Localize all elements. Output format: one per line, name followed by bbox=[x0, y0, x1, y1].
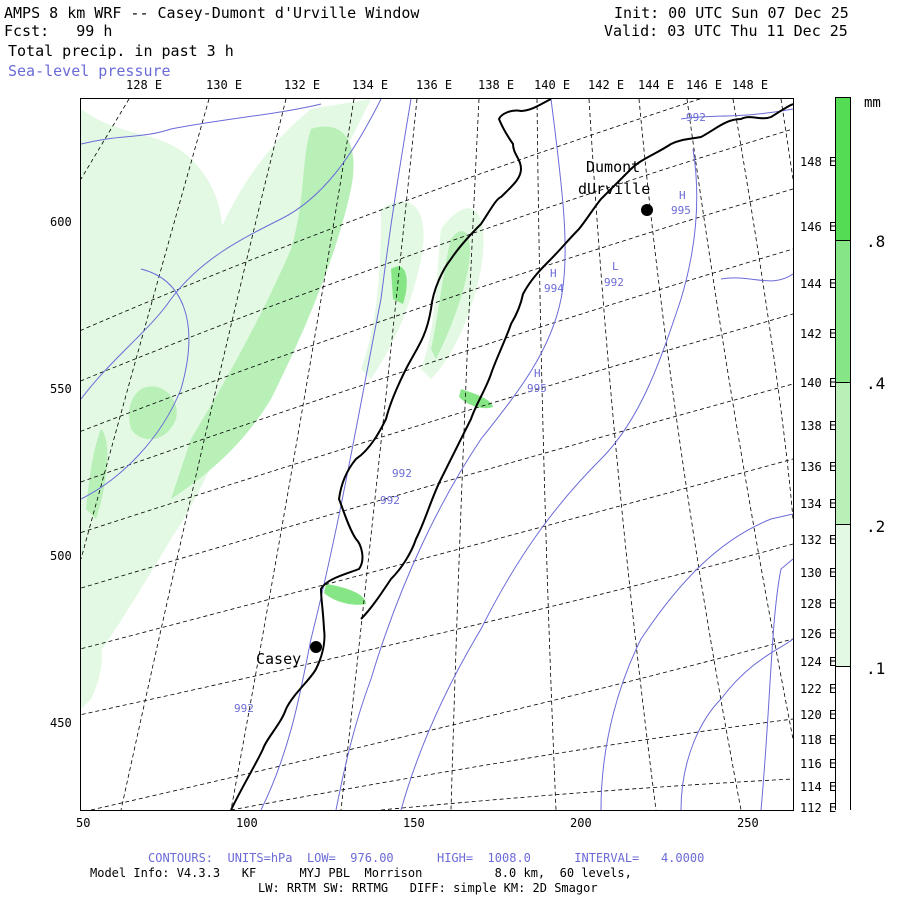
top-lon-label: 144 E bbox=[638, 78, 675, 92]
right-lon-label: 140 E bbox=[800, 376, 837, 390]
right-lon-label: 114 E bbox=[800, 780, 837, 794]
right-lon-label: 118 E bbox=[800, 733, 837, 747]
right-lon-label: 126 E bbox=[800, 627, 837, 641]
colorbar-label: .8 bbox=[866, 232, 886, 251]
precipitation-shading bbox=[81, 99, 493, 709]
y-axis-label: 600 bbox=[50, 215, 72, 229]
casey-label: Casey bbox=[256, 650, 302, 668]
colorbar-label: .2 bbox=[866, 517, 886, 536]
pressure-label: 992 bbox=[686, 111, 706, 124]
right-lon-label: 124 E bbox=[800, 655, 837, 669]
colorbar-segment-04 bbox=[836, 240, 850, 383]
right-lon-label: 130 E bbox=[800, 566, 837, 580]
right-lon-label: 138 E bbox=[800, 419, 837, 433]
x-axis-label: 100 bbox=[236, 816, 258, 830]
right-lon-label: 116 E bbox=[800, 757, 837, 771]
colorbar-segment-08 bbox=[836, 98, 850, 240]
x-axis-label: 50 bbox=[76, 816, 91, 830]
right-lon-label: 134 E bbox=[800, 497, 837, 511]
y-axis-label: 500 bbox=[50, 549, 72, 563]
colorbar-label: .4 bbox=[866, 374, 886, 393]
colorbar-segment-01 bbox=[836, 524, 850, 667]
forecast-hour: Fcst: 99 h bbox=[4, 22, 113, 40]
pressure-label: 992 bbox=[380, 494, 400, 507]
pressure-low-marker: L bbox=[612, 260, 619, 273]
y-axis-label: 450 bbox=[50, 716, 72, 730]
field-description: Total precip. in past 3 h bbox=[8, 42, 234, 60]
pressure-label: 995 bbox=[527, 382, 547, 395]
pressure-label: 994 bbox=[544, 282, 564, 295]
pressure-label: 992 bbox=[604, 276, 624, 289]
right-lon-label: 136 E bbox=[800, 460, 837, 474]
right-lon-label: 144 E bbox=[800, 277, 837, 291]
top-lon-label: 128 E bbox=[126, 78, 163, 92]
right-lon-label: 122 E bbox=[800, 682, 837, 696]
right-lon-label: 146 E bbox=[800, 220, 837, 234]
map-plot-area[interactable] bbox=[80, 98, 794, 811]
dumont-label: Dumont bbox=[586, 158, 641, 176]
right-lon-label: 148 E bbox=[800, 155, 837, 169]
colorbar-label: .1 bbox=[866, 659, 886, 678]
precip-colorbar bbox=[835, 97, 851, 810]
top-lon-label: 134 E bbox=[352, 78, 389, 92]
casey-station-marker bbox=[310, 641, 322, 653]
map-canvas bbox=[81, 99, 793, 810]
model-info: Model Info: V4.3.3 KF MYJ PBL Morrison 8… bbox=[90, 866, 632, 880]
top-lon-label: 142 E bbox=[588, 78, 625, 92]
pressure-label: 992 bbox=[234, 702, 254, 715]
pressure-high-marker: H bbox=[550, 267, 557, 280]
right-lon-label: 120 E bbox=[800, 708, 837, 722]
top-lon-label: 136 E bbox=[416, 78, 453, 92]
colorbar-unit: mm bbox=[864, 95, 881, 111]
colorbar-segment-02 bbox=[836, 382, 850, 525]
top-lon-label: 140 E bbox=[534, 78, 571, 92]
x-axis-label: 250 bbox=[737, 816, 759, 830]
physics-info: LW: RRTM SW: RRTMG DIFF: simple KM: 2D S… bbox=[258, 881, 598, 895]
init-time: Init: 00 UTC Sun 07 Dec 25 bbox=[614, 4, 849, 22]
pressure-label: 992 bbox=[392, 467, 412, 480]
y-axis-label: 550 bbox=[50, 382, 72, 396]
top-lon-label: 146 E bbox=[686, 78, 723, 92]
top-lon-label: 138 E bbox=[478, 78, 515, 92]
right-lon-label: 132 E bbox=[800, 533, 837, 547]
map-title: AMPS 8 km WRF -- Casey-Dumont d'Urville … bbox=[4, 4, 420, 22]
graticule bbox=[81, 99, 793, 810]
pressure-label: 995 bbox=[671, 204, 691, 217]
x-axis-label: 200 bbox=[570, 816, 592, 830]
contour-info: CONTOURS: UNITS=hPa LOW= 976.00 HIGH= 10… bbox=[148, 851, 705, 865]
top-lon-label: 148 E bbox=[732, 78, 769, 92]
pressure-contours bbox=[81, 99, 793, 810]
valid-time: Valid: 03 UTC Thu 11 Dec 25 bbox=[604, 22, 848, 40]
x-axis-label: 150 bbox=[403, 816, 425, 830]
dumont-durville-station-marker bbox=[641, 204, 653, 216]
colorbar-segment-00 bbox=[836, 666, 850, 810]
right-lon-label: 112 E bbox=[800, 801, 837, 815]
pressure-high-marker: H bbox=[679, 189, 686, 202]
top-lon-label: 130 E bbox=[206, 78, 243, 92]
top-lon-label: 132 E bbox=[284, 78, 321, 92]
pressure-high-marker: H bbox=[534, 367, 541, 380]
durville-label: dUrville bbox=[578, 180, 651, 198]
right-lon-label: 142 E bbox=[800, 327, 837, 341]
right-lon-label: 128 E bbox=[800, 597, 837, 611]
overlay-description: Sea-level pressure bbox=[8, 62, 171, 80]
coastline bbox=[230, 99, 793, 810]
